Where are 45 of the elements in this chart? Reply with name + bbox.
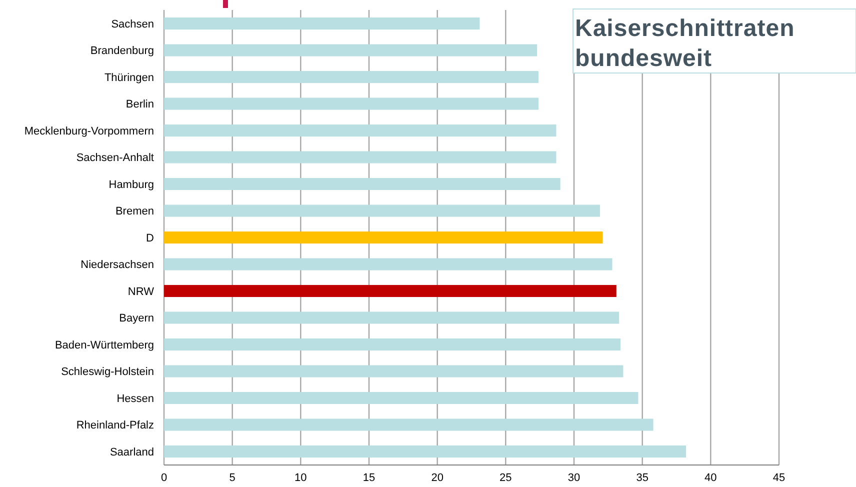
bar: [164, 338, 620, 351]
bar: [164, 204, 600, 217]
x-tick-label: 30: [568, 472, 580, 484]
y-tick-label: Hessen: [116, 392, 154, 405]
bar: [164, 70, 538, 84]
bar: [164, 17, 480, 30]
y-tick-label: Bremen: [115, 206, 154, 218]
y-tick-label: Thüringen: [104, 72, 154, 84]
y-tick-label: Rheinland-Pfalz: [76, 420, 154, 432]
y-tick-label: Berlin: [126, 98, 154, 111]
x-tick-label: 25: [500, 472, 512, 484]
bar: [164, 151, 556, 164]
bar: [164, 365, 624, 378]
y-tick-label: Sachsen: [111, 18, 154, 30]
y-tick-label: Sachsen-Anhalt: [76, 152, 154, 164]
bar: [164, 258, 612, 270]
x-tick-label: 10: [294, 472, 307, 484]
bar: [164, 392, 638, 404]
bar: [164, 418, 654, 431]
y-tick-label: Brandenburg: [90, 45, 154, 58]
bar: [164, 312, 620, 324]
y-tick-label: D: [146, 232, 154, 244]
y-tick-label: Niedersachsen: [80, 259, 154, 272]
bar: [164, 445, 686, 458]
x-tick-label: 35: [636, 472, 648, 484]
bar: [164, 231, 603, 244]
x-tick-label: 40: [704, 472, 717, 484]
y-tick-label: NRW: [128, 286, 155, 298]
bar: [164, 124, 556, 137]
y-tick-label: Bayern: [119, 312, 154, 325]
text: Kaiserschnittraten bundesweit: [575, 15, 795, 72]
x-tick-label: 5: [229, 472, 236, 484]
x-tick-label: 45: [772, 472, 786, 484]
bar: [164, 44, 538, 56]
x-tick-label: 0: [160, 472, 168, 484]
bar: [164, 178, 560, 190]
x-tick-label: 15: [362, 472, 376, 484]
x-tick-label: 20: [431, 472, 444, 484]
y-tick-label: Schleswig-Holstein: [61, 366, 154, 378]
y-tick-label: Baden-Württemberg: [54, 339, 154, 352]
bar: [164, 284, 616, 298]
y-tick-label: Saarland: [110, 446, 154, 458]
bar: [164, 98, 538, 110]
y-tick-label: Mecklenburg-Vorpommern: [24, 125, 154, 138]
y-tick-label: Hamburg: [108, 178, 154, 191]
